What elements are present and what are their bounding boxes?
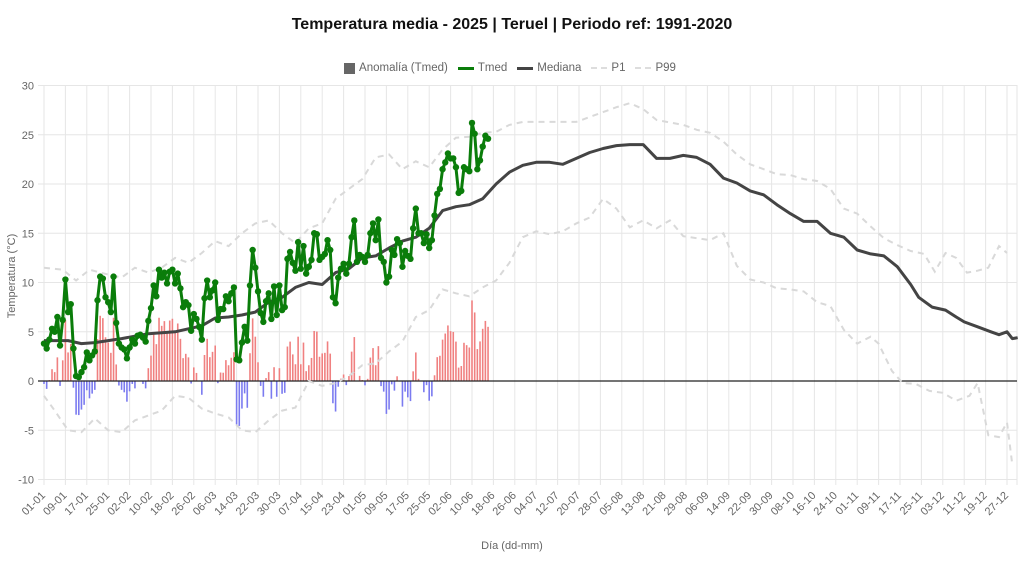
x-tick-label: 06-03 [191,490,219,518]
y-tick-label: 10 [22,278,34,290]
x-tick-label: 17-01 [63,490,91,518]
legend-swatch-line-icon [457,66,474,70]
x-tick-label: 16-10 [790,490,818,518]
y-tick-label: -5 [24,425,34,437]
x-tick-label: 02-02 [105,490,133,518]
x-tick-label: 25-01 [84,490,112,518]
p1-line [43,197,1014,465]
x-tick-label: 20-07 [555,490,583,518]
y-tick-label: -10 [18,475,34,487]
x-tick-label: 03-12 [919,490,947,518]
x-tick-label: 10-02 [127,490,155,518]
x-tick-label: 06-09 [683,490,711,518]
anomaly-bars [43,300,489,426]
y-tick-label: 5 [28,327,34,339]
x-tick-label: 13-08 [619,490,647,518]
x-tick-label: 18-02 [148,490,176,518]
x-tick-label: 01-01 [20,490,48,518]
x-tick-label: 22-03 [234,490,262,518]
legend-label: Anomalía (Tmed) [359,62,448,74]
x-tick-label: 28-07 [576,490,604,518]
x-axis-label: Día (dd-mm) [481,540,543,552]
x-tick-label: 09-01 [41,490,69,518]
x-tick-label: 30-03 [255,490,283,518]
legend-label: P99 [655,62,676,74]
x-tick-label: 25-05 [405,490,433,518]
x-tick-label: 12-07 [533,490,561,518]
legend-item-anomalia[interactable]: Anomalía (Tmed) [344,62,448,74]
chart-title: Temperatura media - 2025 | Teruel | Peri… [291,16,733,33]
x-tick-label: 01-11 [834,490,862,518]
x-tick-label: 14-03 [212,490,240,518]
y-tick-label: 30 [22,81,34,93]
x-tick-label: 30-09 [747,490,775,518]
legend-swatch-dash-icon [591,67,608,69]
x-tick-label: 07-04 [277,490,305,518]
legend-label: P1 [611,62,626,74]
legend-swatch-box-icon [344,62,356,74]
x-tick-label: 14-09 [705,490,733,518]
legend-label: Tmed [477,62,508,74]
x-tick-label: 02-06 [426,490,454,518]
x-tick-label: 23-04 [319,490,347,518]
y-tick-label: 0 [28,376,34,388]
p99-line [43,102,1008,282]
legend-item-p99[interactable]: P99 [635,62,676,74]
x-tick-label: 09-05 [362,490,390,518]
x-tick-label: 18-06 [469,490,497,518]
x-tick-label: 24-10 [812,490,840,518]
x-tick-label: 04-07 [512,490,540,518]
tmed-points [40,119,492,381]
x-tick-label: 10-06 [448,490,476,518]
legend-label: Mediana [537,62,582,74]
x-tick-label: 22-09 [726,490,754,518]
legend-swatch-line-icon [517,66,534,70]
mediana-line [44,143,1018,346]
chart-legend: Anomalía (Tmed) Tmed Mediana P1 P99 [0,62,1024,74]
x-tick-label: 26-02 [170,490,198,518]
x-tick-label: 15-04 [298,490,326,518]
y-axis-label: Temperatura (°C) [6,233,18,319]
y-tick-label: 25 [22,130,34,142]
legend-swatch-dash-icon [635,67,652,69]
x-tick-label: 01-05 [341,490,369,518]
legend-item-p1[interactable]: P1 [591,62,625,74]
x-tick-label: 05-08 [598,490,626,518]
legend-item-mediana[interactable]: Mediana [517,62,581,74]
x-tick-label: 17-11 [876,490,904,518]
y-tick-label: 15 [22,228,34,240]
x-tick-label: 09-11 [855,490,883,518]
x-tick-label: 27-12 [983,490,1011,518]
legend-item-tmed[interactable]: Tmed [457,62,508,74]
x-tick-label: 21-08 [640,490,668,518]
x-tick-label: 19-12 [961,490,989,518]
x-tick-label: 17-05 [384,490,412,518]
x-tick-label: 08-10 [769,490,797,518]
x-tick-label: 29-08 [662,490,690,518]
x-tick-label: 26-06 [491,490,519,518]
y-tick-label: 20 [22,179,34,191]
